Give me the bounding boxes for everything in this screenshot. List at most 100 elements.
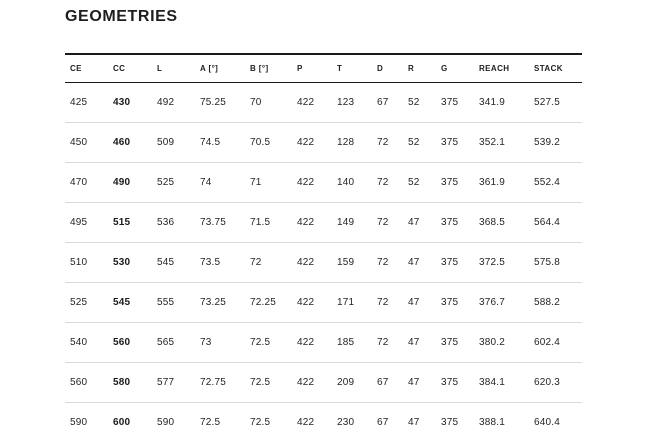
table-cell: 72: [372, 122, 403, 163]
table-cell: 525: [65, 282, 108, 323]
table-cell: 52: [403, 82, 436, 123]
column-header-cc: CC: [108, 54, 152, 83]
table-cell: 422: [292, 322, 332, 363]
table-cell: 230: [332, 402, 372, 433]
table-cell: 575.8: [529, 242, 582, 283]
table-cell: 73: [195, 322, 245, 363]
table-cell: 525: [152, 162, 195, 203]
table-cell: 560: [108, 322, 152, 363]
table-row: 470 490 525 74 71 422 140 72 52 375 361.9 552.4: [65, 162, 582, 203]
table-cell: 422: [292, 162, 332, 203]
table-cell: 470: [65, 162, 108, 203]
table-cell: 72: [372, 282, 403, 323]
table-cell: 588.2: [529, 282, 582, 323]
table-cell: 72: [372, 322, 403, 363]
table-cell: 47: [403, 202, 436, 243]
table-cell: 527.5: [529, 82, 582, 123]
column-header-reach: REACH: [474, 54, 529, 83]
column-header-g: G: [436, 54, 474, 83]
table-cell: 430: [108, 82, 152, 123]
table-cell: 565: [152, 322, 195, 363]
table-cell: 67: [372, 82, 403, 123]
table-cell: 545: [152, 242, 195, 283]
table-cell: 47: [403, 402, 436, 433]
table-cell: 171: [332, 282, 372, 323]
table-cell: 422: [292, 122, 332, 163]
table-cell: 600: [108, 402, 152, 433]
table-cell: 123: [332, 82, 372, 123]
table-cell: 73.75: [195, 202, 245, 243]
table-cell: 375: [436, 362, 474, 403]
table-cell: 73.5: [195, 242, 245, 283]
table-cell: 74: [195, 162, 245, 203]
table-cell: 341.9: [474, 82, 529, 123]
table-row: 590 600 590 72.5 72.5 422 230 67 47 375 388.1 640.4: [65, 402, 582, 433]
table-cell: 72.5: [245, 322, 292, 363]
table-cell: 540: [65, 322, 108, 363]
table-cell: 72: [245, 242, 292, 283]
table-cell: 72: [372, 162, 403, 203]
table-cell: 72: [372, 202, 403, 243]
table-cell: 509: [152, 122, 195, 163]
table-cell: 384.1: [474, 362, 529, 403]
table-row: 425 430 492 75.25 70 422 123 67 52 375 341.9 527.5: [65, 82, 582, 123]
table-cell: 388.1: [474, 402, 529, 433]
table-cell: 555: [152, 282, 195, 323]
table-cell: 47: [403, 282, 436, 323]
table-cell: 140: [332, 162, 372, 203]
geometries-section: GEOMETRIES CE CC L A [°] B [°] P T D R G REACH STAC…: [65, 0, 582, 433]
table-cell: 375: [436, 202, 474, 243]
table-cell: 375: [436, 282, 474, 323]
table-row: 560 580 577 72.75 72.5 422 209 67 47 375 384.1 620.…: [65, 362, 582, 403]
table-cell: 375: [436, 82, 474, 123]
table-cell: 209: [332, 362, 372, 403]
table-row: 540 560 565 73 72.5 422 185 72 47 375 380.2 602.4: [65, 322, 582, 363]
table-cell: 375: [436, 122, 474, 163]
table-cell: 460: [108, 122, 152, 163]
table-cell: 577: [152, 362, 195, 403]
table-cell: 490: [108, 162, 152, 203]
table-cell: 375: [436, 242, 474, 283]
table-body: 425 430 492 75.25 70 422 123 67 52 375 341.9 527.5 4…: [65, 82, 582, 433]
table-cell: 372.5: [474, 242, 529, 283]
table-cell: 530: [108, 242, 152, 283]
table-cell: 422: [292, 402, 332, 433]
column-header-t: T: [332, 54, 372, 83]
table-cell: 72: [372, 242, 403, 283]
table-cell: 70: [245, 82, 292, 123]
column-header-d: D: [372, 54, 403, 83]
table-cell: 72.5: [245, 362, 292, 403]
table-cell: 128: [332, 122, 372, 163]
table-cell: 640.4: [529, 402, 582, 433]
table-row: 525 545 555 73.25 72.25 422 171 72 47 375 376.7 588…: [65, 282, 582, 323]
column-header-ce: CE: [65, 54, 108, 83]
table-cell: 450: [65, 122, 108, 163]
table-cell: 422: [292, 82, 332, 123]
table-cell: 495: [65, 202, 108, 243]
table-cell: 564.4: [529, 202, 582, 243]
table-cell: 510: [65, 242, 108, 283]
table-cell: 47: [403, 322, 436, 363]
table-cell: 71.5: [245, 202, 292, 243]
table-cell: 52: [403, 162, 436, 203]
table-cell: 74.5: [195, 122, 245, 163]
page-title: GEOMETRIES: [65, 8, 178, 25]
table-cell: 159: [332, 242, 372, 283]
column-header-l: L: [152, 54, 195, 83]
table-cell: 75.25: [195, 82, 245, 123]
table-cell: 149: [332, 202, 372, 243]
table-cell: 539.2: [529, 122, 582, 163]
table-cell: 552.4: [529, 162, 582, 203]
table-cell: 425: [65, 82, 108, 123]
table-row: 450 460 509 74.5 70.5 422 128 72 52 375 352.1 539.2: [65, 122, 582, 163]
table-cell: 185: [332, 322, 372, 363]
column-header-p: P: [292, 54, 332, 83]
table-cell: 72.25: [245, 282, 292, 323]
table-cell: 590: [65, 402, 108, 433]
table-cell: 620.3: [529, 362, 582, 403]
table-cell: 47: [403, 362, 436, 403]
table-cell: 67: [372, 362, 403, 403]
table-cell: 422: [292, 202, 332, 243]
table-cell: 545: [108, 282, 152, 323]
table-cell: 67: [372, 402, 403, 433]
